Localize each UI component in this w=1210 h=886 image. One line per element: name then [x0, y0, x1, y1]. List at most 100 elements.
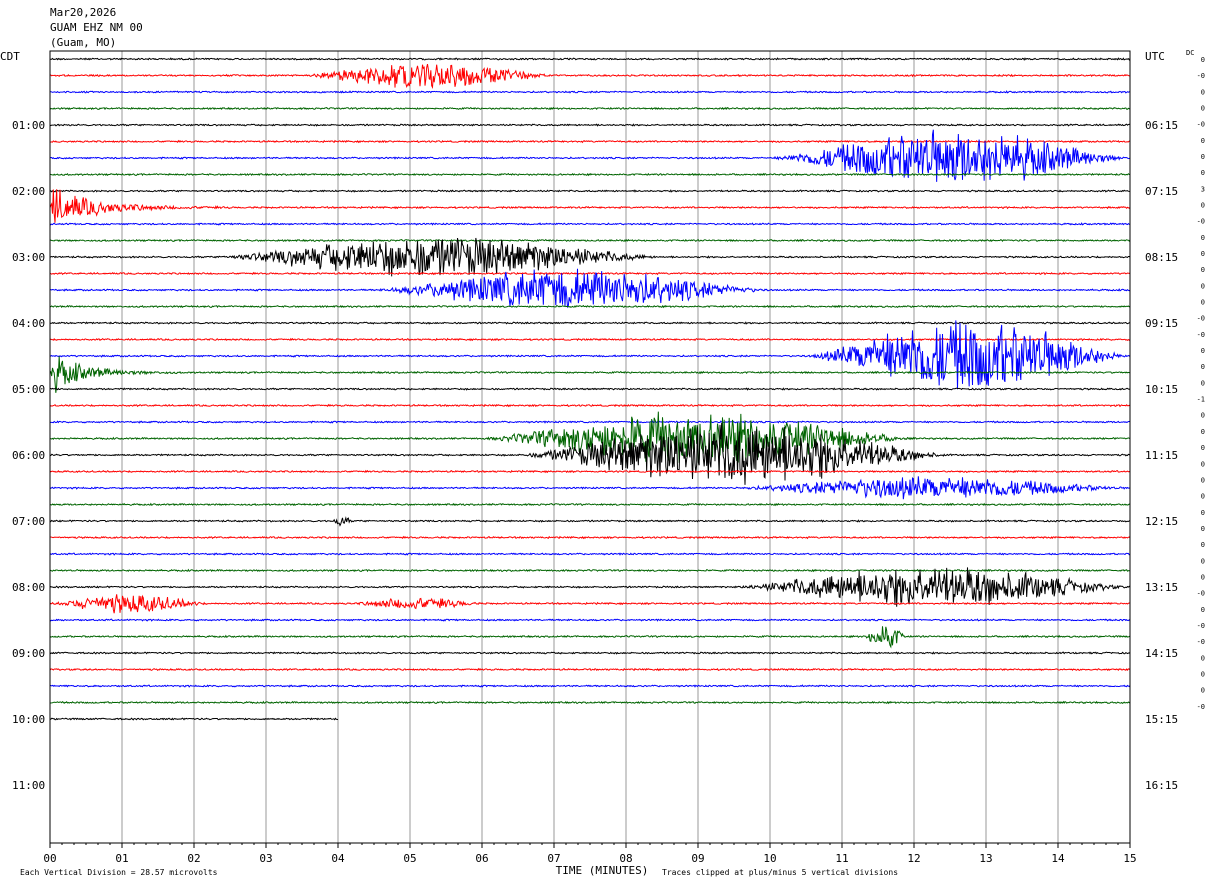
dc-offset-value: 0 [1201, 670, 1205, 678]
trace-row-12 [49, 237, 1131, 277]
trace-row-28 [49, 516, 1131, 527]
trace-row-4 [49, 123, 1131, 127]
trace-row-23 [49, 411, 1131, 464]
trace-row-39 [49, 700, 1131, 705]
dc-offset-value: -0 [1197, 72, 1205, 80]
dc-offset-value: -0 [1197, 590, 1205, 598]
dc-offset-value: 0 [1201, 525, 1205, 533]
x-tick-label: 04 [331, 852, 345, 865]
right-timezone-label: UTC [1145, 50, 1165, 63]
left-timezone-label: CDT [0, 50, 20, 63]
dc-offset-value: 0 [1201, 56, 1205, 64]
x-tick-label: 02 [187, 852, 200, 865]
dc-offset-value: -0 [1197, 121, 1205, 129]
trace-row-34 [49, 618, 1131, 622]
hour-label-right: 08:15 [1145, 251, 1178, 264]
axis-group [49, 50, 1131, 848]
dc-offset-value: 0 [1201, 282, 1205, 290]
hour-label-right: 16:15 [1145, 779, 1178, 792]
hour-label-left: 05:00 [12, 383, 45, 396]
trace-row-40 [49, 717, 339, 721]
dc-offset-value: 0 [1201, 444, 1205, 452]
hour-label-left: 11:00 [12, 779, 45, 792]
hour-label-right: 07:15 [1145, 185, 1178, 198]
dc-offset-value: 0 [1201, 509, 1205, 517]
dc-offset-value: 0 [1201, 606, 1205, 614]
dc-offset-value: 0 [1201, 137, 1205, 145]
trace-row-0 [49, 57, 1131, 61]
trace-row-6 [49, 129, 1131, 182]
x-tick-label: 08 [619, 852, 632, 865]
dc-label: DC [1186, 49, 1194, 57]
hour-label-left: 02:00 [12, 185, 45, 198]
dc-offset-value: 0 [1201, 687, 1205, 695]
dc-offset-value: 0 [1201, 169, 1205, 177]
dc-offset-value: 0 [1201, 153, 1205, 161]
hour-label-right: 15:15 [1145, 713, 1178, 726]
trace-row-15 [49, 304, 1131, 309]
dc-offset-value: -0 [1197, 638, 1205, 646]
label-group: CDT UTC DC 01:00 06:15 02:00 07:15 03:00 08:15 04… [0, 49, 1205, 877]
dc-offset-value: 0 [1201, 363, 1205, 371]
dc-offset-value: 0 [1201, 202, 1205, 210]
dc-offset-value: 0 [1201, 476, 1205, 484]
dc-offset-value: 0 [1201, 573, 1205, 581]
x-tick-label: 14 [1051, 852, 1065, 865]
hour-label-left: 03:00 [12, 251, 45, 264]
header-block: Mar20,2026 GUAM EHZ NM 00 (Guam, MO) [50, 5, 143, 50]
trace-row-8 [49, 189, 1131, 193]
dc-offset-value: -0 [1197, 622, 1205, 630]
trace-row-20 [49, 387, 1131, 391]
dc-offset-value: 0 [1201, 428, 1205, 436]
hour-label-left: 04:00 [12, 317, 45, 330]
dc-offset-value: 0 [1201, 412, 1205, 420]
trace-row-10 [49, 222, 1131, 226]
trace-row-31 [49, 568, 1131, 573]
x-tick-label: 03 [259, 852, 272, 865]
trace-row-38 [49, 684, 1131, 688]
trace-row-29 [49, 535, 1131, 540]
dc-offset-value: 0 [1201, 266, 1205, 274]
dc-offset-value: 0 [1201, 105, 1205, 113]
header-date: Mar20,2026 [50, 6, 117, 19]
dc-offset-value: 0 [1201, 460, 1205, 468]
hour-label-right: 13:15 [1145, 581, 1178, 594]
dc-offset-value: 3 [1201, 185, 1205, 193]
hour-label-left: 10:00 [12, 713, 45, 726]
trace-row-5 [49, 139, 1131, 144]
x-tick-label: 09 [691, 852, 704, 865]
trace-row-18 [49, 320, 1131, 390]
x-tick-label: 06 [475, 852, 488, 865]
x-tick-label: 05 [403, 852, 416, 865]
trace-group [49, 57, 1131, 721]
trace-row-35 [49, 626, 1131, 649]
dc-offset-value: 0 [1201, 234, 1205, 242]
trace-row-25 [49, 469, 1131, 474]
hour-label-left: 01:00 [12, 119, 45, 132]
hour-label-right: 10:15 [1145, 383, 1178, 396]
trace-row-22 [49, 420, 1131, 424]
x-tick-label: 12 [907, 852, 920, 865]
header-station: GUAM EHZ NM 00 [50, 21, 143, 34]
dc-offset-value: 0 [1201, 299, 1205, 307]
trace-row-19 [49, 356, 1131, 393]
trace-row-37 [49, 667, 1131, 672]
trace-row-3 [49, 106, 1131, 111]
hour-label-right: 06:15 [1145, 119, 1178, 132]
footer-right-note: Traces clipped at plus/minus 5 vertical … [662, 868, 898, 877]
dc-offset-value: 0 [1201, 654, 1205, 662]
trace-row-2 [49, 90, 1131, 94]
dc-offset-value: -0 [1197, 331, 1205, 339]
plot-border [49, 50, 1131, 844]
x-tick-label: 15 [1123, 852, 1136, 865]
hour-label-left: 09:00 [12, 647, 45, 660]
trace-row-36 [49, 651, 1131, 655]
trace-row-33 [49, 594, 1131, 614]
x-axis-label: TIME (MINUTES) [556, 864, 649, 877]
footer-left-note: Each Vertical Division = 28.57 microvolt… [20, 868, 218, 877]
trace-row-32 [49, 567, 1131, 607]
dc-offset-value: 0 [1201, 250, 1205, 258]
hour-label-left: 07:00 [12, 515, 45, 528]
x-tick-label: 11 [835, 852, 848, 865]
